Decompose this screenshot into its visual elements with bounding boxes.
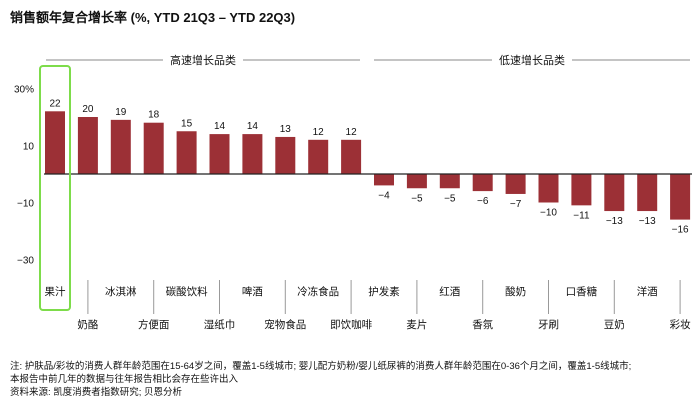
data-label: 15 — [181, 118, 193, 129]
bar-即饮咖啡 — [341, 139, 362, 174]
data-label: 18 — [148, 110, 160, 121]
bar-香氛 — [472, 174, 493, 192]
data-label: −16 — [672, 225, 689, 236]
category-label: 酸奶 — [505, 285, 526, 298]
y-tick-label: −30 — [17, 256, 34, 267]
bar-口香糖 — [571, 174, 592, 206]
category-label: 红酒 — [439, 285, 460, 298]
bar-冷冻食品 — [308, 139, 329, 174]
data-label: −5 — [411, 193, 423, 204]
source-note: 资料来源: 凯度消费者指数研究; 贝恩分析 — [10, 387, 183, 398]
data-label: 22 — [49, 98, 61, 109]
data-label: −13 — [606, 216, 623, 227]
bar-碳酸饮料 — [176, 131, 197, 174]
category-label: 湿纸巾 — [204, 318, 236, 331]
data-label: 12 — [346, 127, 358, 138]
category-label: 冰淇淋 — [105, 285, 137, 298]
category-label: 豆奶 — [604, 319, 625, 331]
footnote-2: 本报告中前几年的数据与往年报告相比会存在些许出入 — [10, 374, 239, 385]
bar-方便面 — [143, 122, 164, 174]
data-label: −7 — [510, 199, 522, 210]
group-label: 低速增长品类 — [499, 53, 565, 67]
data-label: −6 — [477, 196, 489, 207]
category-label: 香氛 — [472, 318, 493, 331]
data-label: −10 — [540, 208, 557, 219]
bar-果汁 — [45, 111, 65, 174]
bar-酸奶 — [505, 174, 526, 194]
bar-啤酒 — [242, 134, 263, 174]
category-label: 洋酒 — [637, 285, 658, 298]
y-tick-label: 30% — [14, 85, 34, 96]
category-label: 宠物食品 — [264, 318, 306, 331]
category-label: 牙刷 — [538, 318, 559, 331]
bar-牙刷 — [538, 174, 559, 203]
data-label: −11 — [573, 210, 590, 221]
category-label: 口香糖 — [566, 285, 598, 298]
data-label: 14 — [214, 121, 226, 132]
data-label: 12 — [313, 127, 325, 138]
category-label: 护发素 — [368, 285, 400, 298]
data-label: −13 — [639, 216, 656, 227]
highlight-box — [39, 65, 71, 311]
category-label: 啤酒 — [242, 285, 263, 298]
category-label: 碳酸饮料 — [166, 285, 208, 298]
data-label: 13 — [280, 124, 292, 135]
category-label: 奶酪 — [77, 318, 98, 331]
y-tick-label: −10 — [17, 199, 34, 210]
group-label: 高速增长品类 — [170, 53, 236, 67]
category-label: 冷冻食品 — [297, 285, 339, 298]
bar-洋酒 — [637, 174, 658, 212]
data-label: −5 — [444, 193, 456, 204]
data-label: 14 — [247, 121, 259, 132]
bar-奶酪 — [77, 117, 98, 174]
chart-title: 销售额年复合增长率 (%, YTD 21Q3 – YTD 22Q3) — [10, 10, 296, 25]
bar-麦片 — [406, 174, 427, 189]
bar-护发素 — [374, 174, 394, 186]
data-label: −4 — [378, 190, 390, 201]
category-label: 方便面 — [138, 318, 170, 331]
category-label: 麦片 — [406, 318, 427, 331]
category-label: 果汁 — [45, 285, 66, 298]
bar-红酒 — [439, 174, 460, 189]
data-label: 20 — [82, 104, 94, 115]
footnote-1: 注: 护肤品/彩妆的消费人群年龄范围在15-64岁之间，覆盖1-5线城市; 婴儿… — [10, 361, 632, 372]
y-tick-label: 10 — [23, 142, 35, 153]
data-label: 19 — [115, 107, 127, 118]
bar-豆奶 — [604, 174, 625, 212]
bar-彩妆 — [670, 174, 691, 220]
category-label: 即饮咖啡 — [330, 318, 372, 331]
bar-宠物食品 — [275, 136, 296, 174]
bar-湿纸巾 — [209, 134, 230, 174]
bar-冰淇淋 — [110, 119, 131, 174]
category-label: 彩妆 — [670, 318, 691, 331]
